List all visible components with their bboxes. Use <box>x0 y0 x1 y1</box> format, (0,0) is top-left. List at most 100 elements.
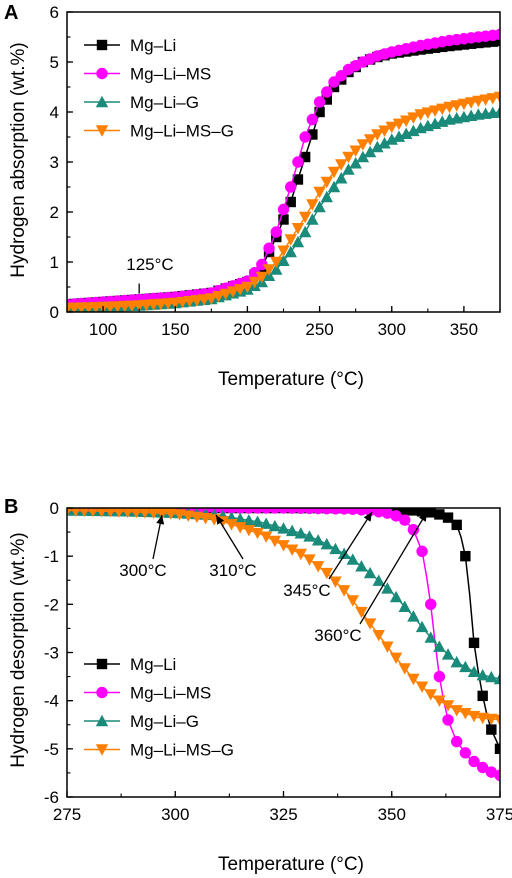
panel-a-series-3-point-41 <box>356 139 370 151</box>
panel-a-series-3-point-49 <box>414 109 427 121</box>
panel-b-series-3-point-6 <box>113 508 125 518</box>
panel-a-legend-marker-2 <box>95 95 109 108</box>
panel-a-series-1-point-31 <box>285 181 297 193</box>
panel-b-series-2-point-24 <box>268 519 282 532</box>
panel-b-series-3-point-16 <box>199 512 212 525</box>
panel-a-series-2-point-36 <box>320 190 333 203</box>
panel-b-series-2-point-35 <box>363 566 377 579</box>
panel-b-y-tick-label-5: -5 <box>44 740 59 759</box>
panel-b-series-3-point-36 <box>372 629 385 642</box>
panel-a-legend-marker-3 <box>95 125 109 137</box>
panel-b-series-2-point-40 <box>407 610 420 622</box>
panel-a-y-tick-label-5: 5 <box>50 53 59 72</box>
panel-b-series-3-point-4 <box>96 508 107 518</box>
panel-b-series-2-point-30 <box>320 537 333 550</box>
panel-b-series-3-point-32 <box>337 585 351 597</box>
panel-a-series-1-point-34 <box>306 113 319 126</box>
panel-b-series-3-point-25 <box>277 540 290 552</box>
panel-a-series-3-point-59 <box>486 93 499 105</box>
panel-a-series-2-point-31 <box>284 245 297 258</box>
panel-b-series-1-point-46 <box>459 747 472 759</box>
panel-b-series-3-point-42 <box>424 689 437 701</box>
panel-b-series-2-point-27 <box>294 527 308 539</box>
panel-b-series-1-point-43 <box>433 670 446 683</box>
panel-a-series-3-point-43 <box>371 129 384 141</box>
panel-b-series-2-point-31 <box>329 542 342 555</box>
panel-a-x-tick-label-1: 150 <box>161 320 189 339</box>
panel-a-series-3 <box>67 91 500 312</box>
panel-a-y-tick-label-1: 1 <box>50 253 59 272</box>
panel-a-series-3-point-29 <box>270 256 283 269</box>
panel-b-series-3-point-13 <box>173 509 186 521</box>
panel-a-series-3-point-58 <box>479 94 492 106</box>
panel-a-series-3-point-40 <box>349 145 362 157</box>
panel-a-series-3-point-35 <box>313 186 326 199</box>
panel-a-series-2-point-35 <box>313 200 326 213</box>
panel-a-series-2-point-32 <box>291 235 305 248</box>
panel-a-series-3-point-60 <box>493 91 500 104</box>
panel-b-series-1-point-36 <box>373 508 385 518</box>
panel-a-series-0-point-56 <box>465 38 477 49</box>
panel-b-annotation-arrowhead-3 <box>418 512 427 522</box>
panel-b-series-2-point-26 <box>285 524 299 537</box>
panel-b-series-2-point-44 <box>441 648 455 660</box>
panel-b-y-tick-label-1: -1 <box>44 547 59 566</box>
panel-a-series-0-point-34 <box>307 129 318 140</box>
panel-b-series-1-point-22 <box>251 508 264 514</box>
panel-a-series-3-point-27 <box>255 271 269 284</box>
panel-b-series-3-point-44 <box>441 700 455 712</box>
panel-b-series-1-point-23 <box>260 508 272 514</box>
panel-b-y-tick-label-6: -6 <box>44 788 59 807</box>
panel-b-annotation-arrowhead-2 <box>363 512 372 522</box>
panel-a-legend-label-2: Mg–Li–G <box>130 93 199 112</box>
panel-b-series-3-point-20 <box>234 522 247 534</box>
panel-a-legend-label-1: Mg–Li–MS <box>130 65 211 84</box>
panel-b-series-0-point-39 <box>399 508 410 516</box>
panel-b-series-3-point-27 <box>294 548 308 561</box>
panel-b-series-3-point-9 <box>139 508 151 519</box>
panel-b-series-0-point-48 <box>477 690 488 702</box>
panel-b-series-3-point-46 <box>459 707 472 720</box>
panel-b-legend-label-3: Mg–Li–MS–G <box>130 741 234 760</box>
panel-b-annotation-0: 300°C <box>119 561 166 580</box>
panel-a-series-3-point-34 <box>306 199 319 211</box>
panel-b-series-3-point-31 <box>329 576 342 588</box>
panel-a-annotation-0: 125°C <box>126 255 173 274</box>
panel-b-series-2-point-41 <box>415 620 429 633</box>
panel-a-x-tick-label-0: 100 <box>89 320 117 339</box>
panel-b-series-3-point-12 <box>164 508 178 520</box>
panel-a-series-0-point-59 <box>487 36 498 47</box>
panel-b-series-1-point-19 <box>225 508 238 514</box>
panel-a-y-tick-label-0: 0 <box>50 303 59 322</box>
panel-b-series-3-point-29 <box>311 561 325 573</box>
panel-b-series-1-point-38 <box>390 510 402 522</box>
panel-a-series-3-point-22 <box>219 288 232 301</box>
panel-a-series-3-point-26 <box>248 276 261 289</box>
panel-b-series-0-point-42 <box>425 508 436 518</box>
panel-a-series-3-point-38 <box>335 159 348 171</box>
panel-b-series-3-point-40 <box>407 673 420 686</box>
panel-b-y-tick-label-0: 0 <box>50 499 59 518</box>
panel-a-legend-label-0: Mg–Li <box>130 36 176 55</box>
panel-b-series-1-point-48 <box>476 761 489 774</box>
panel-b-series-1-point-44 <box>442 714 454 726</box>
panel-a-x-tick-label-5: 350 <box>450 320 478 339</box>
panel-b-x-axis-title: Temperature (°C) <box>218 854 364 875</box>
panel-b-annotation-3: 360°C <box>314 626 361 645</box>
panel-a-series-3-point-55 <box>457 98 471 111</box>
panel-a-x-axis-title: Temperature (°C) <box>218 369 364 390</box>
panel-a-series-3-point-30 <box>277 245 290 257</box>
panel-a-series-3-point-23 <box>226 286 240 298</box>
panel-a-y-tick-label-2: 2 <box>50 203 59 222</box>
panel-b-series-3-point-2 <box>79 508 90 517</box>
panel-a-series-3-point-28 <box>262 264 276 276</box>
panel-b-series-1-point-45 <box>451 735 463 748</box>
panel-b-annotation-arrowhead-1 <box>216 515 225 525</box>
panel-b-series-3-point-10 <box>147 508 160 520</box>
panel-b-series-2-point-36 <box>372 574 385 586</box>
panel-b-series-1-point-35 <box>364 508 376 517</box>
panel-b-x-tick-label-4: 375 <box>486 805 512 824</box>
panel-b-x-tick-label-1: 300 <box>161 805 189 824</box>
panel-b-annotation-2: 345°C <box>283 581 330 600</box>
